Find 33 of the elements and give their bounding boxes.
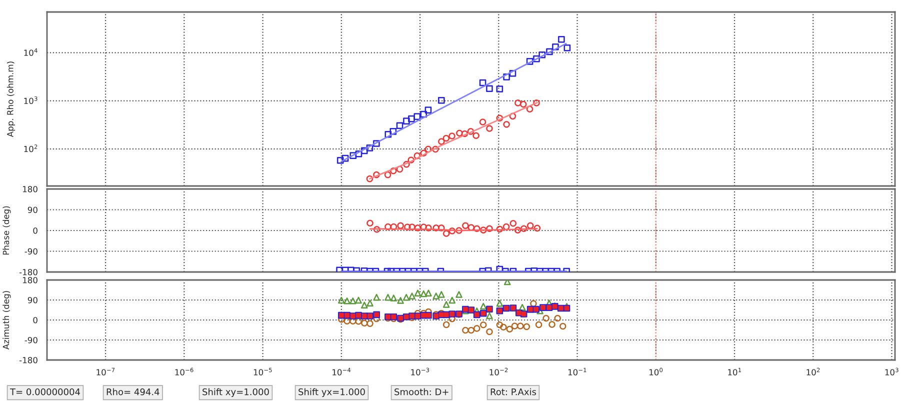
y-tick-label: 10$^{2}$ bbox=[24, 144, 38, 152]
y-tick-label: 180 bbox=[22, 276, 38, 284]
y-tick-label: -180 bbox=[19, 268, 38, 276]
y-tick-label: 0 bbox=[33, 227, 38, 234]
text: Shift yx=1.000 bbox=[298, 388, 365, 397]
text: Shift xy=1.000 bbox=[202, 388, 269, 397]
y-axis-title: App. Rho (ohm.m) bbox=[6, 62, 15, 138]
text: Rot: P.Axis bbox=[490, 388, 536, 396]
text: Rho= 494.4 bbox=[106, 388, 160, 396]
y-tick-label: 90 bbox=[28, 296, 38, 304]
x-tick-label: 10$^{3}$ bbox=[885, 368, 898, 376]
y-tick-label: 10$^{3}$ bbox=[24, 96, 38, 104]
x-tick-label: 10$^{−3}$ bbox=[411, 368, 430, 376]
y-axis-title: Azimuth (deg) bbox=[2, 291, 11, 350]
x-tick-label: 10$^{−7}$ bbox=[96, 368, 115, 376]
y-tick-label: 180 bbox=[22, 186, 38, 192]
text: T= 0.00000004 bbox=[10, 388, 80, 396]
x-tick-label: 10$^{−4}$ bbox=[332, 368, 351, 376]
x-tick-label: 10$^{−5}$ bbox=[254, 368, 272, 376]
y-tick-label: 0 bbox=[33, 316, 38, 324]
y-tick-label: -180 bbox=[19, 356, 38, 364]
y-tick-label: -90 bbox=[24, 336, 38, 344]
y-tick-label: 10$^{4}$ bbox=[24, 48, 38, 56]
x-tick-label: 10$^{1}$ bbox=[728, 368, 742, 376]
y-tick-label: -90 bbox=[24, 248, 38, 255]
x-tick-label: 10$^{0}$ bbox=[649, 368, 663, 376]
x-tick-label: 10$^{−6}$ bbox=[175, 368, 194, 376]
x-tick-label: 10$^{−2}$ bbox=[490, 368, 508, 376]
y-axis-title: Phase (deg) bbox=[2, 206, 11, 255]
text: Smooth: D+ bbox=[394, 388, 448, 396]
x-tick-label: 10$^{2}$ bbox=[806, 368, 820, 376]
y-tick-label: 90 bbox=[28, 206, 38, 214]
x-tick-label: 10$^{−1}$ bbox=[568, 368, 586, 376]
